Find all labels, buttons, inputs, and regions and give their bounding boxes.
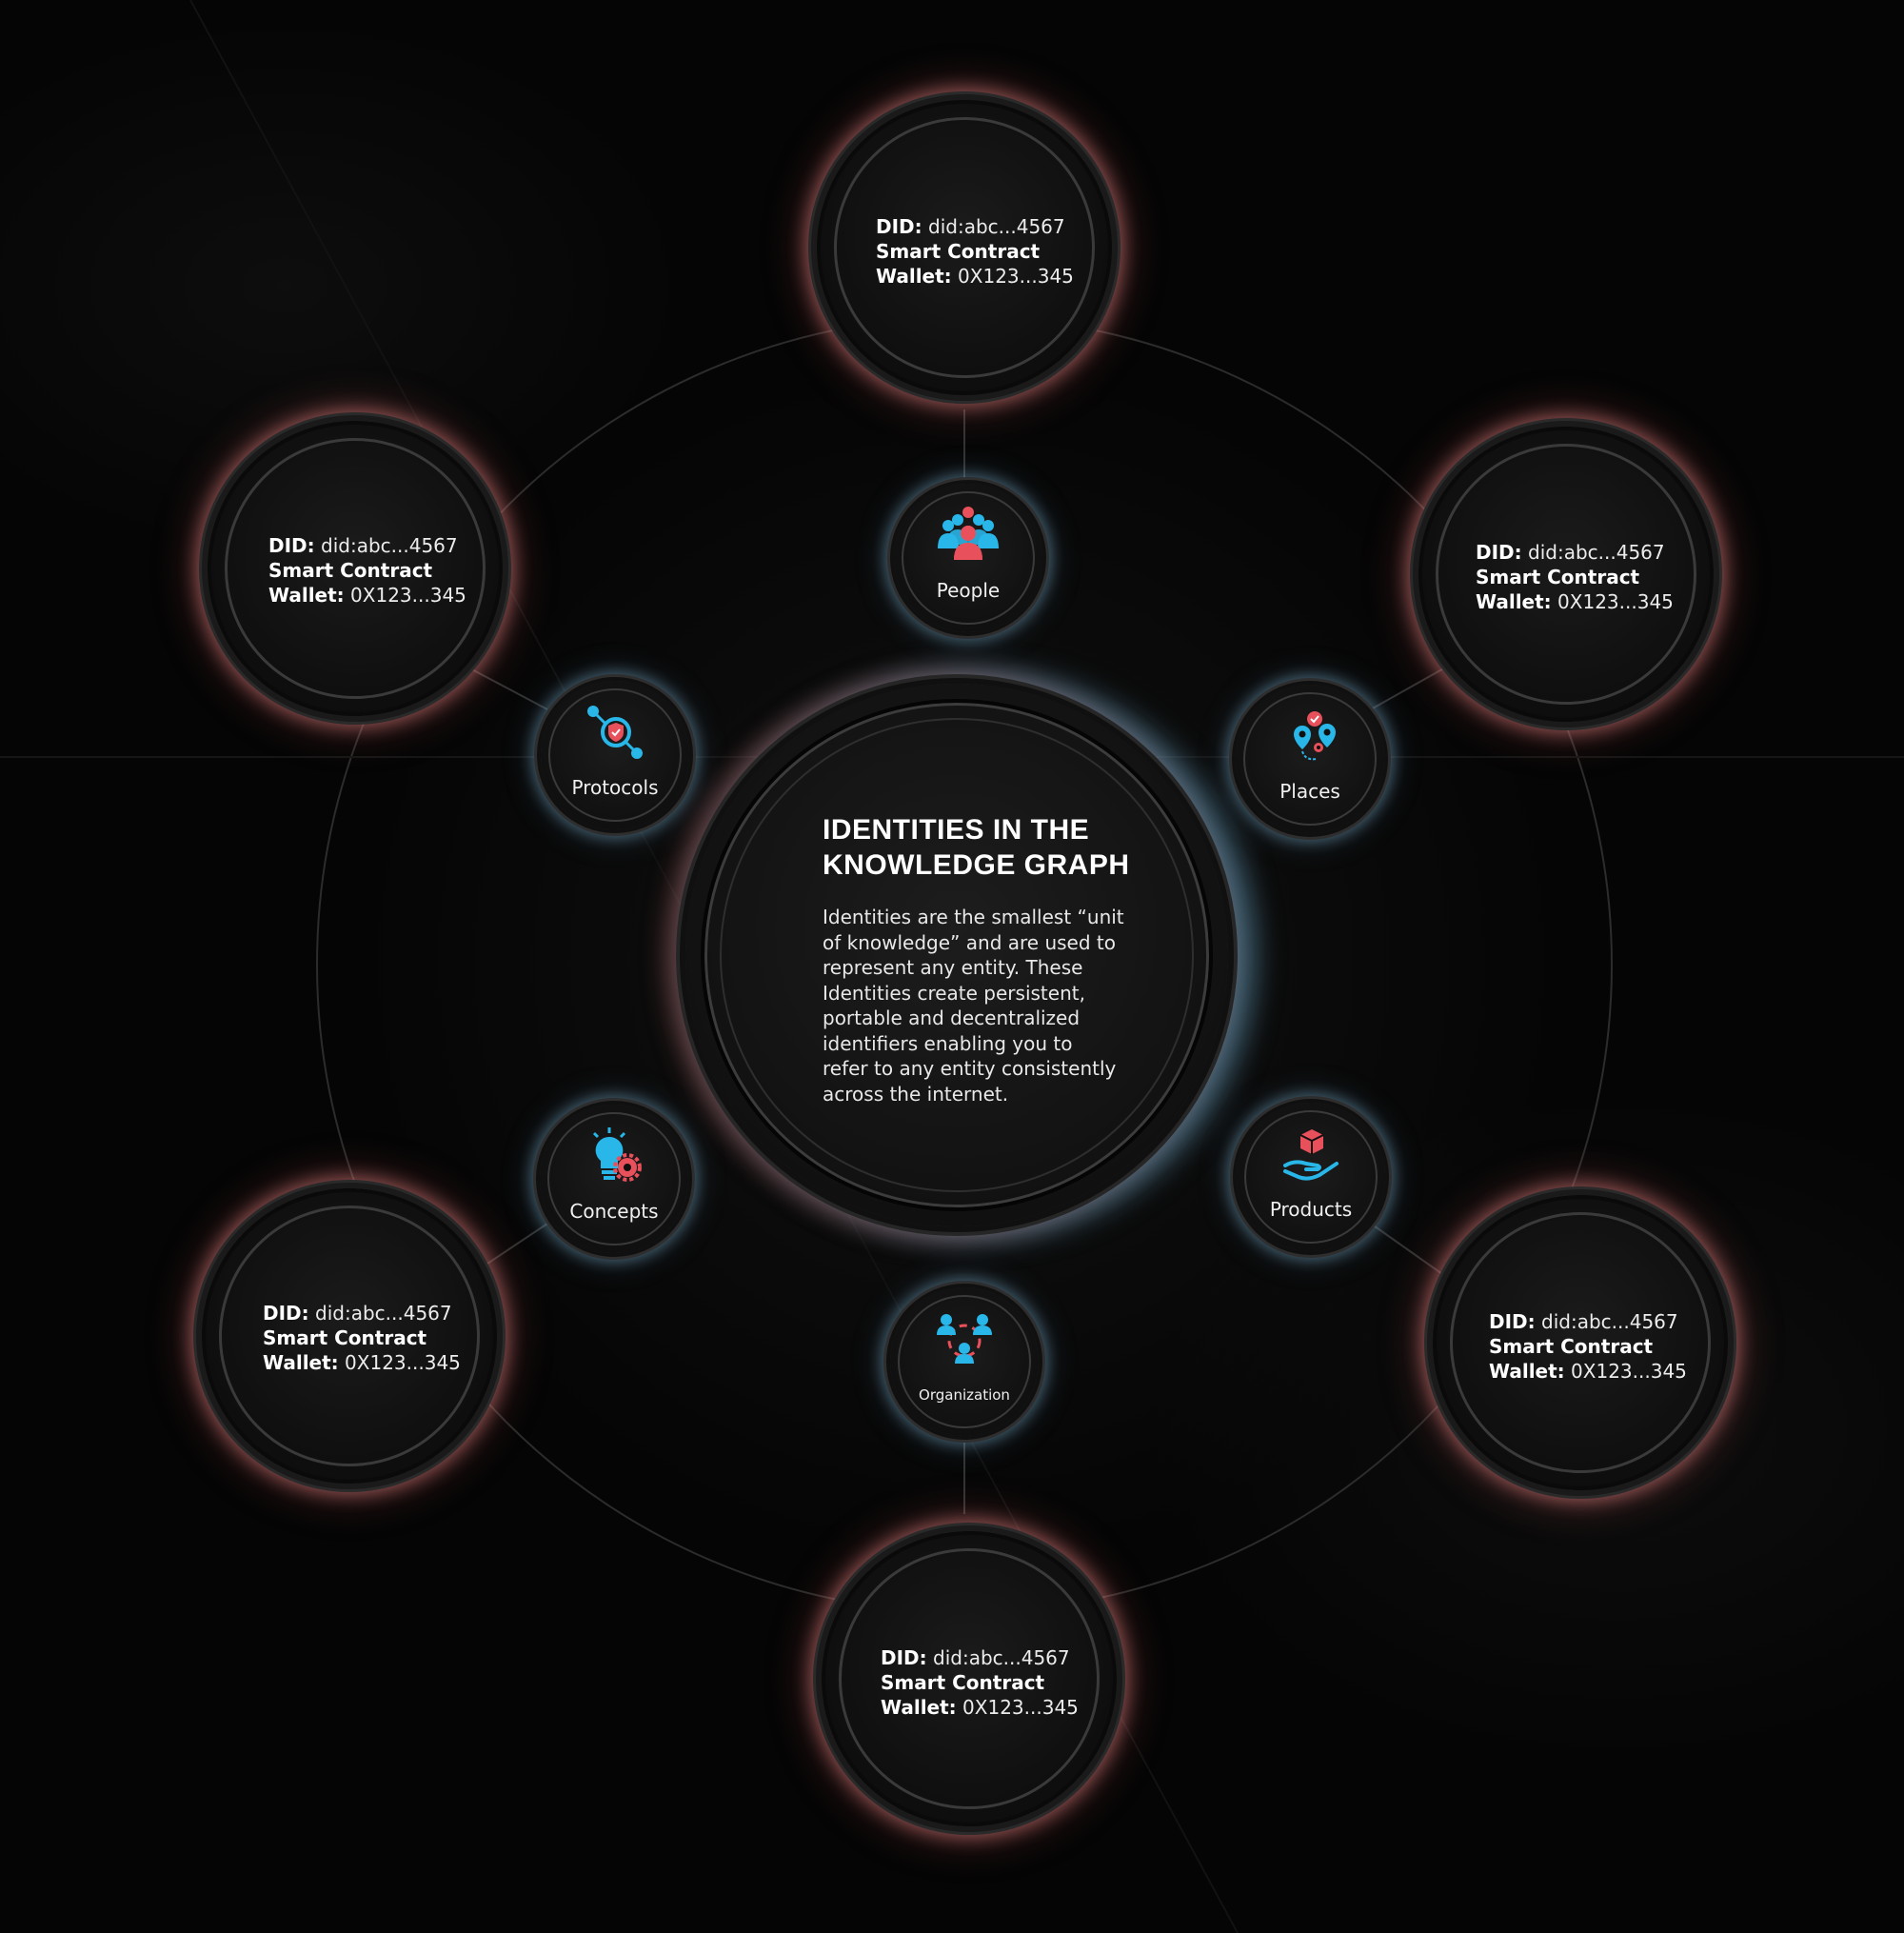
category-label: People <box>936 579 1001 602</box>
smart-contract-label: Smart Contract <box>268 559 433 582</box>
category-products[interactable]: Products <box>1237 1103 1385 1251</box>
category-ring <box>547 1112 681 1245</box>
category-concepts[interactable]: Concepts <box>540 1105 688 1253</box>
category-label: Products <box>1269 1198 1353 1221</box>
wallet-value: 0X123...345 <box>962 1696 1079 1719</box>
identity-node-top[interactable]: DID: did:abc...4567 Smart Contract Walle… <box>817 100 1112 395</box>
smart-contract-label: Smart Contract <box>1476 566 1640 588</box>
organization-people-icon <box>937 1314 992 1364</box>
body-line: across the internet. <box>823 1082 1009 1106</box>
center-title-line: IDENTITIES IN THE <box>823 814 1090 846</box>
identity-details: DID: did:abc...4567 Smart Contract Walle… <box>1489 1309 1687 1384</box>
lightbulb-gear-icon <box>592 1127 642 1182</box>
body-line: represent any entity. These <box>823 956 1083 979</box>
body-line: portable and decentralized <box>823 1006 1081 1029</box>
category-ring <box>1243 692 1377 826</box>
identity-ring <box>1436 444 1696 705</box>
wallet-label: Wallet: <box>1489 1360 1565 1383</box>
body-line: of knowledge” and are used to <box>823 930 1116 954</box>
identity-ring <box>225 438 486 699</box>
identity-node-upper-right[interactable]: DID: did:abc...4567 Smart Contract Walle… <box>1418 427 1714 722</box>
wallet-label: Wallet: <box>1476 590 1552 613</box>
spoke-products <box>1370 1223 1453 1282</box>
identity-ring <box>839 1548 1100 1809</box>
wallet-label: Wallet: <box>881 1696 957 1719</box>
body-line: identifiers enabling you to <box>823 1031 1073 1055</box>
center-outer-ring <box>701 699 1213 1211</box>
category-organization[interactable]: Organization <box>890 1287 1039 1436</box>
category-ring <box>548 688 682 822</box>
wallet-label: Wallet: <box>268 584 345 607</box>
identity-node-upper-left[interactable]: DID: did:abc...4567 Smart Contract Walle… <box>208 421 503 716</box>
smart-contract-label: Smart Contract <box>876 240 1041 263</box>
spoke-protocols <box>466 666 548 710</box>
center-title-line: KNOWLEDGE GRAPH <box>823 849 1130 881</box>
wallet-value: 0X123...345 <box>1557 590 1674 613</box>
wallet-label: Wallet: <box>263 1351 339 1374</box>
wallet-value: 0X123...345 <box>958 265 1074 288</box>
wallet-value: 0X123...345 <box>345 1351 461 1374</box>
body-line: refer to any entity consistently <box>823 1057 1117 1080</box>
identity-details: DID: did:abc...4567 Smart Contract Walle… <box>268 533 466 608</box>
did-label: DID: <box>876 215 922 238</box>
identity-node-lower-right[interactable]: DID: did:abc...4567 Smart Contract Walle… <box>1433 1195 1728 1490</box>
spoke-concepts <box>475 1223 548 1272</box>
identity-details: DID: did:abc...4567 Smart Contract Walle… <box>881 1645 1079 1720</box>
did-value: did:abc...4567 <box>321 534 458 557</box>
did-value: did:abc...4567 <box>928 215 1065 238</box>
category-protocols[interactable]: Protocols <box>541 681 689 829</box>
smart-contract-label: Smart Contract <box>1489 1335 1654 1358</box>
identity-details: DID: did:abc...4567 Smart Contract Walle… <box>1476 540 1674 614</box>
did-value: did:abc...4567 <box>315 1302 452 1325</box>
did-label: DID: <box>881 1646 927 1669</box>
identity-node-lower-left[interactable]: DID: did:abc...4567 Smart Contract Walle… <box>202 1188 497 1484</box>
wallet-label: Wallet: <box>876 265 952 288</box>
category-label: Organization <box>919 1386 1010 1404</box>
category-ring <box>898 1295 1031 1428</box>
people-group-icon <box>938 507 999 560</box>
category-ring <box>1244 1110 1378 1244</box>
center-title: IDENTITIES IN THE KNOWLEDGE GRAPH <box>823 812 1184 883</box>
body-line: Identities are the smallest “unit <box>823 906 1124 928</box>
did-label: DID: <box>1489 1310 1536 1333</box>
smart-contract-label: Smart Contract <box>881 1671 1045 1694</box>
identity-ring <box>1450 1212 1711 1473</box>
body-line: Identities create persistent, <box>823 981 1085 1005</box>
wallet-value: 0X123...345 <box>350 584 466 607</box>
network-shield-icon <box>587 706 643 759</box>
center-inner-ring <box>720 718 1194 1192</box>
category-label: Protocols <box>571 776 659 799</box>
identity-details: DID: did:abc...4567 Smart Contract Walle… <box>263 1301 461 1375</box>
did-label: DID: <box>268 534 315 557</box>
center-body-text: Identities are the smallest “unit of kno… <box>823 905 1137 1106</box>
smart-contract-label: Smart Contract <box>263 1326 427 1349</box>
category-label: Places <box>1279 780 1340 803</box>
category-label: Concepts <box>569 1200 659 1223</box>
did-label: DID: <box>1476 541 1522 564</box>
hand-with-box-icon <box>1283 1129 1339 1181</box>
identity-ring <box>219 1206 480 1466</box>
did-value: did:abc...4567 <box>1541 1310 1678 1333</box>
did-value: did:abc...4567 <box>933 1646 1070 1669</box>
category-places[interactable]: Places <box>1236 685 1384 833</box>
wallet-value: 0X123...345 <box>1571 1360 1687 1383</box>
identity-node-bottom[interactable]: DID: did:abc...4567 Smart Contract Walle… <box>822 1531 1117 1826</box>
category-people[interactable]: People <box>894 484 1042 632</box>
did-value: did:abc...4567 <box>1528 541 1665 564</box>
did-label: DID: <box>263 1302 309 1325</box>
category-ring <box>902 491 1035 625</box>
identity-ring <box>834 117 1095 378</box>
spoke-places <box>1370 666 1448 710</box>
map-pins-icon <box>1294 711 1336 761</box>
identity-details: DID: did:abc...4567 Smart Contract Walle… <box>876 214 1074 289</box>
center-description-circle: IDENTITIES IN THE KNOWLEDGE GRAPH Identi… <box>685 684 1228 1226</box>
